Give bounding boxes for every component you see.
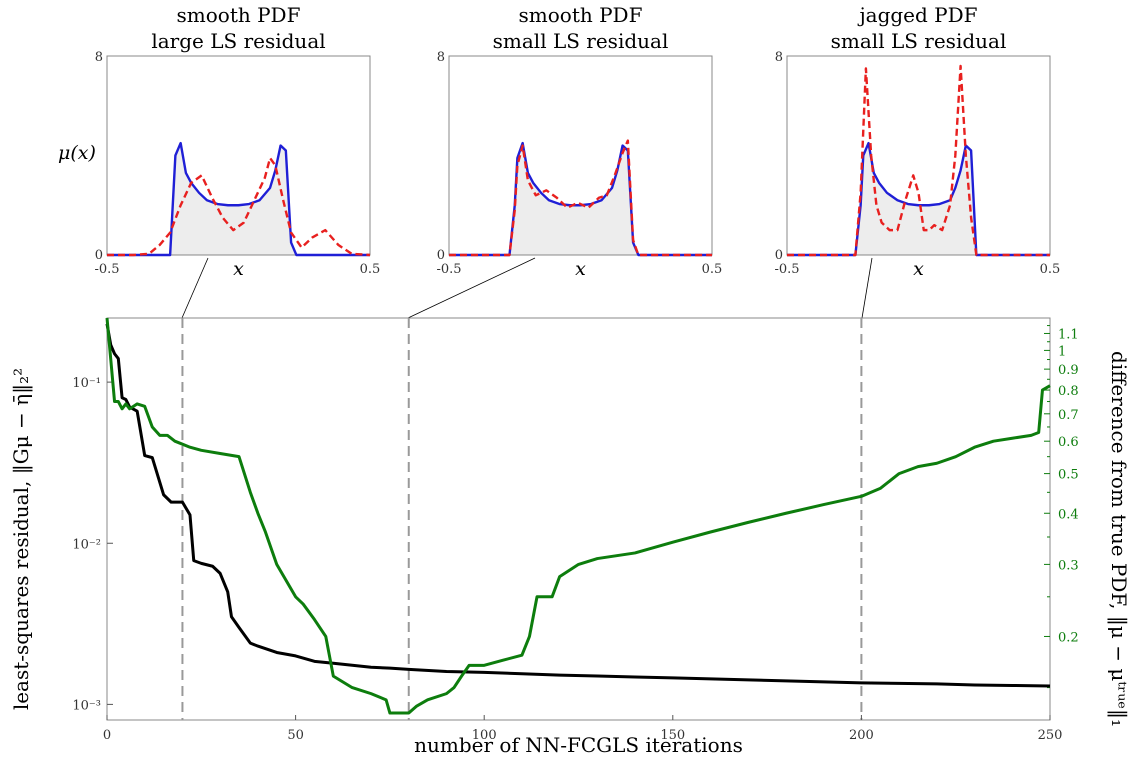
x-tick-label: -0.5 <box>436 262 461 277</box>
y-tick-label: 8 <box>775 50 783 65</box>
y-tick-label-right: 0.4 <box>1058 507 1079 522</box>
pdf-area-fill <box>107 143 370 255</box>
x-axis-label: x <box>913 258 924 280</box>
pdf-area-fill <box>449 143 712 255</box>
x-tick-label: 0.5 <box>360 262 381 277</box>
reconstructed-pdf-line <box>787 64 1050 257</box>
y-axis-label-right: difference from true PDF, ‖μ − μᵗʳᵘᵉ‖₁ <box>1106 351 1131 727</box>
connector-line-1 <box>181 257 209 319</box>
plot-frame <box>106 317 1051 721</box>
y-tick-label-right: 0.7 <box>1058 408 1079 423</box>
connector-line-3 <box>861 257 873 319</box>
ls-residual-line <box>105 323 1051 688</box>
main-chart: 0 50 100 150 200 250 10⁻¹ 10⁻² 10⁻³ 1.1 1 0.9 0.8 0.7… <box>9 317 1131 757</box>
y-tick-label: 0 <box>437 248 445 263</box>
connector-lines <box>181 257 873 319</box>
connector-line-2 <box>407 257 536 319</box>
inset-title-line-1: smooth PDF <box>519 3 643 27</box>
x-tick-label: 100 <box>472 728 497 743</box>
x-axis-label: number of NN-FCGLS iterations <box>414 733 743 757</box>
inset-title-line-1: smooth PDF <box>177 3 301 27</box>
y-axis-label-left: least-squares residual, ‖Gμ − η̄‖₂² <box>9 368 34 710</box>
x-tick-label: 250 <box>1038 728 1063 743</box>
y-tick-label: 0 <box>775 248 783 263</box>
y-tick-label-right: 0.2 <box>1058 630 1079 645</box>
x-axis-label: x <box>233 258 244 280</box>
y-tick-label: 8 <box>95 50 103 65</box>
y-tick-label: 8 <box>437 50 445 65</box>
inset-title-line-2: small LS residual <box>831 29 1007 53</box>
x-tick-label: 50 <box>287 728 304 743</box>
x-tick-label: 0.5 <box>1040 262 1061 277</box>
y-tick-label-right: 0.9 <box>1058 363 1079 378</box>
y-tick-label-right: 0.8 <box>1058 384 1079 399</box>
pdf-area-fill <box>787 143 1050 255</box>
y-tick-label-right: 1 <box>1058 344 1066 359</box>
x-tick-label: -0.5 <box>774 262 799 277</box>
x-tick-label: 150 <box>660 728 685 743</box>
x-tick-label: 0 <box>103 728 111 743</box>
x-tick-label: 200 <box>849 728 874 743</box>
y-tick-label-left: 10⁻¹ <box>72 376 101 391</box>
y-tick-label-left: 10⁻² <box>72 537 101 552</box>
inset-title-line-2: large LS residual <box>151 29 325 53</box>
y-tick-label-right: 0.3 <box>1058 558 1079 573</box>
true-pdf-line <box>787 141 1050 257</box>
plot-frame <box>448 55 713 256</box>
y-axis-label: μ(x) <box>58 142 96 164</box>
y-tick-label-left: 10⁻³ <box>72 698 101 713</box>
y-tick-label-right: 1.1 <box>1058 327 1079 342</box>
true-pdf-line <box>107 141 370 257</box>
y-tick-label-right: 0.6 <box>1058 435 1079 450</box>
plot-frame <box>786 55 1051 256</box>
inset-title-line-2: small LS residual <box>493 29 669 53</box>
pdf-difference-line <box>105 317 1051 715</box>
y-tick-label-right: 0.5 <box>1058 468 1079 483</box>
y-tick-label: 0 <box>95 248 103 263</box>
plot-frame <box>106 55 371 256</box>
x-tick-label: -0.5 <box>94 262 119 277</box>
reconstructed-pdf-line <box>107 156 371 257</box>
inset-title-line-1: jagged PDF <box>857 3 977 27</box>
x-tick-label: 0.5 <box>702 262 723 277</box>
x-axis-label: x <box>575 258 586 280</box>
